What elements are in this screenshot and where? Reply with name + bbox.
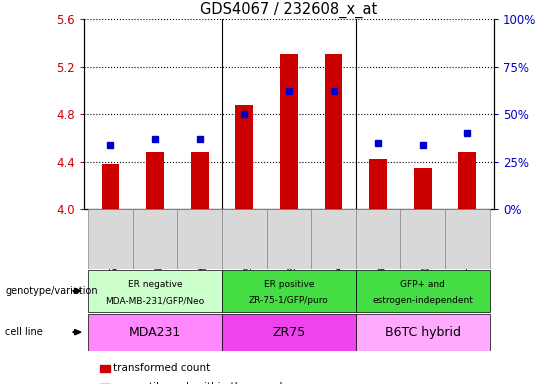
FancyBboxPatch shape [267, 209, 311, 269]
Title: GDS4067 / 232608_x_at: GDS4067 / 232608_x_at [200, 2, 377, 18]
Text: genotype/variation: genotype/variation [5, 286, 98, 296]
Text: MDA231: MDA231 [129, 326, 181, 339]
FancyBboxPatch shape [356, 209, 401, 269]
FancyBboxPatch shape [401, 209, 445, 269]
Bar [102, 164, 119, 209]
Text: ZR75: ZR75 [272, 326, 306, 339]
Bar [369, 159, 387, 209]
Bar [235, 105, 253, 209]
Text: GFP+ and: GFP+ and [400, 280, 445, 289]
FancyBboxPatch shape [222, 209, 267, 269]
Text: ER negative: ER negative [128, 280, 183, 289]
FancyBboxPatch shape [88, 270, 222, 312]
Text: transformed count: transformed count [113, 363, 211, 373]
FancyBboxPatch shape [311, 209, 356, 269]
Text: ER positive: ER positive [264, 280, 314, 289]
FancyBboxPatch shape [177, 209, 222, 269]
FancyBboxPatch shape [356, 270, 490, 312]
FancyBboxPatch shape [445, 209, 490, 269]
FancyBboxPatch shape [222, 314, 356, 351]
Text: estrogen-independent: estrogen-independent [372, 296, 473, 305]
Bar [414, 168, 431, 209]
Bar [146, 152, 164, 209]
Text: B6TC hybrid: B6TC hybrid [384, 326, 461, 339]
FancyBboxPatch shape [88, 209, 133, 269]
Text: MDA-MB-231/GFP/Neo: MDA-MB-231/GFP/Neo [105, 296, 205, 305]
FancyBboxPatch shape [222, 270, 356, 312]
FancyBboxPatch shape [88, 314, 222, 351]
Bar [191, 152, 208, 209]
Bar [458, 152, 476, 209]
Text: percentile rank within the sample: percentile rank within the sample [113, 382, 289, 384]
Text: cell line: cell line [5, 327, 43, 337]
FancyBboxPatch shape [356, 314, 490, 351]
Text: ZR-75-1/GFP/puro: ZR-75-1/GFP/puro [249, 296, 329, 305]
Bar [325, 54, 342, 209]
Bar [280, 54, 298, 209]
FancyBboxPatch shape [133, 209, 177, 269]
